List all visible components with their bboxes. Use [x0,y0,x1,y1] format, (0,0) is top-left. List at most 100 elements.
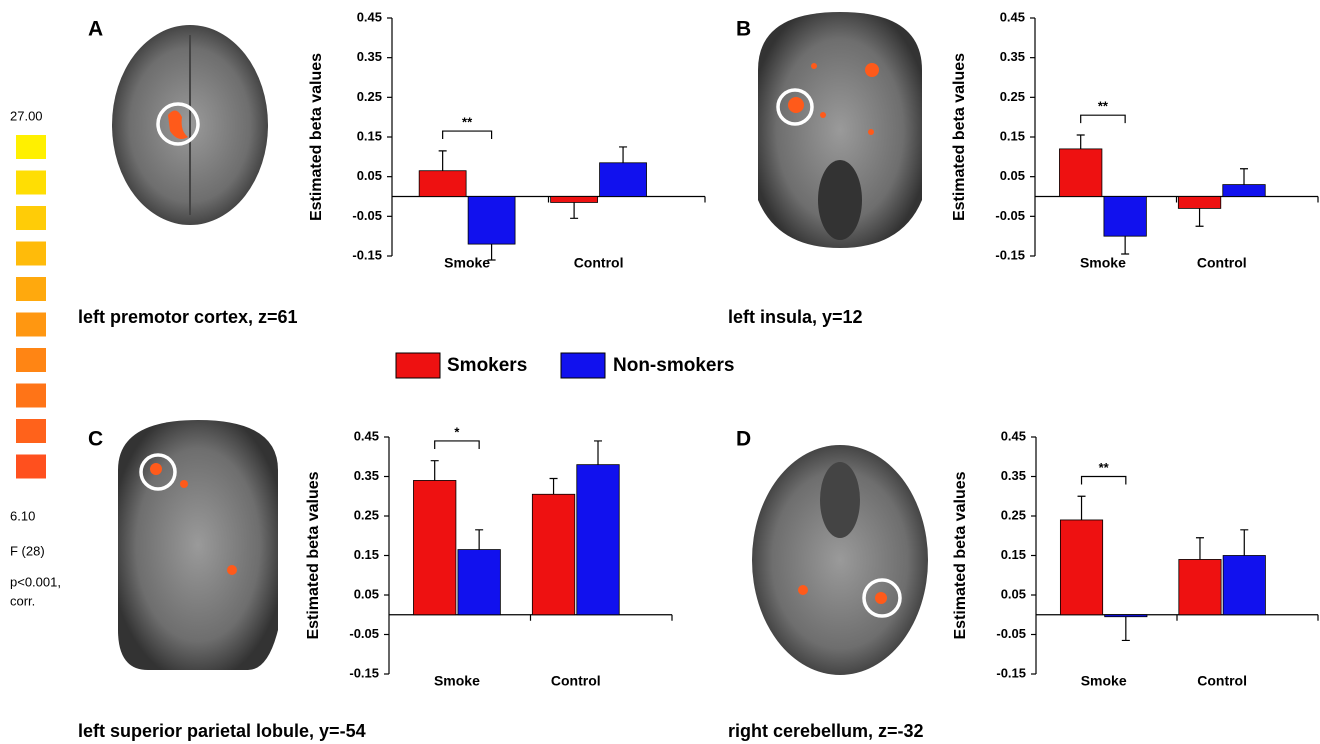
scale-max: 27.00 [10,108,43,123]
y-tick-label: 0.05 [1000,168,1025,183]
bar [1178,197,1220,209]
y-tick-label: -0.05 [352,208,382,223]
panel-label: A [88,18,103,41]
significance-bracket [443,131,492,139]
bar [1223,185,1265,197]
y-axis-label: Estimated beta values [305,471,322,639]
brain-image [112,25,268,225]
y-tick-label: 0.45 [357,9,382,24]
significance-bracket [1082,477,1126,485]
x-tick-label: Smoke [434,673,480,689]
x-tick-label: Control [1197,255,1247,271]
brain-image [758,12,922,248]
scale-threshold: corr. [10,593,35,608]
scale-min: 6.10 [10,508,35,523]
y-axis-label: Estimated beta values [308,53,325,221]
significance-bracket [435,441,479,449]
y-axis-label: Estimated beta values [951,53,968,221]
brain-image [118,420,278,670]
scale-swatch [16,384,46,408]
scale-swatch [16,171,46,195]
y-tick-label: 0.35 [354,468,379,483]
y-tick-label: -0.05 [349,626,379,641]
error-bar [550,478,558,494]
y-tick-label: 0.15 [357,128,382,143]
scale-swatch [16,206,46,230]
x-tick-label: Smoke [444,255,490,271]
bar [577,465,619,615]
bar [468,197,515,245]
error-bar [1078,496,1086,520]
error-bar [619,147,627,163]
x-tick-label: Control [1197,673,1247,689]
y-tick-label: 0.45 [1000,9,1025,24]
error-bar [1077,135,1085,149]
bar [1059,149,1101,197]
y-tick-label: -0.15 [352,247,382,262]
scale-swatch [16,135,46,159]
y-tick-label: 0.45 [354,428,379,443]
significance-label: ** [1099,460,1110,475]
caption: left superior parietal lobule, y=-54 [78,721,366,741]
error-bar [594,441,602,465]
bar [1104,197,1146,237]
y-tick-label: 0.25 [1000,89,1025,104]
legend-swatch [396,353,440,378]
panel-label: C [88,428,103,451]
error-bar [431,461,439,481]
scale-statistic: F (28) [10,543,45,558]
color-scale [16,135,46,479]
bar [458,550,500,615]
significance-bracket [1081,115,1125,123]
y-tick-label: 0.25 [357,89,382,104]
caption: left premotor cortex, z=61 [78,307,298,327]
bar [1105,615,1147,617]
panel-label: D [736,428,751,451]
y-tick-label: 0.15 [1000,128,1025,143]
y-tick-label: 0.35 [1001,468,1026,483]
x-tick-label: Smoke [1080,255,1126,271]
y-tick-label: 0.35 [357,49,382,64]
bar [551,197,598,203]
y-tick-label: 0.05 [354,586,379,601]
brain-image [752,445,928,675]
bar [413,480,455,614]
x-tick-label: Control [551,673,601,689]
error-bar [475,530,483,550]
error-bar [1121,236,1129,254]
bar [1060,520,1102,615]
legend-swatch [561,353,605,378]
scale-swatch [16,313,46,337]
y-tick-label: 0.25 [354,507,379,522]
legend-label: Smokers [447,355,527,376]
y-tick-label: 0.05 [1001,586,1026,601]
legend-label: Non-smokers [613,355,734,376]
y-tick-label: -0.15 [996,665,1026,680]
x-tick-label: Smoke [1081,673,1127,689]
scale-threshold: p<0.001, [10,574,61,589]
caption: left insula, y=12 [728,307,863,327]
bar [1223,556,1265,615]
error-bar [570,202,578,218]
scale-swatch [16,242,46,266]
y-tick-label: 0.05 [357,168,382,183]
error-bar [1196,538,1204,560]
error-bar [1240,169,1248,185]
y-tick-label: 0.25 [1001,507,1026,522]
error-bar [439,151,447,171]
bar [419,171,466,197]
significance-label: ** [462,114,473,129]
y-axis-label: Estimated beta values [952,471,969,639]
y-tick-label: 0.15 [354,547,379,562]
error-bar [1122,617,1130,641]
scale-swatch [16,419,46,443]
y-tick-label: -0.15 [995,247,1025,262]
y-tick-label: 0.15 [1001,547,1026,562]
significance-label: * [454,424,460,439]
scale-swatch [16,348,46,372]
bar [1179,559,1221,614]
y-tick-label: -0.05 [996,626,1026,641]
panel-label: B [736,18,751,41]
figure: 27.00 6.10 F (28) p<0.001, corr. Smokers… [0,0,1320,744]
scale-swatch [16,277,46,301]
